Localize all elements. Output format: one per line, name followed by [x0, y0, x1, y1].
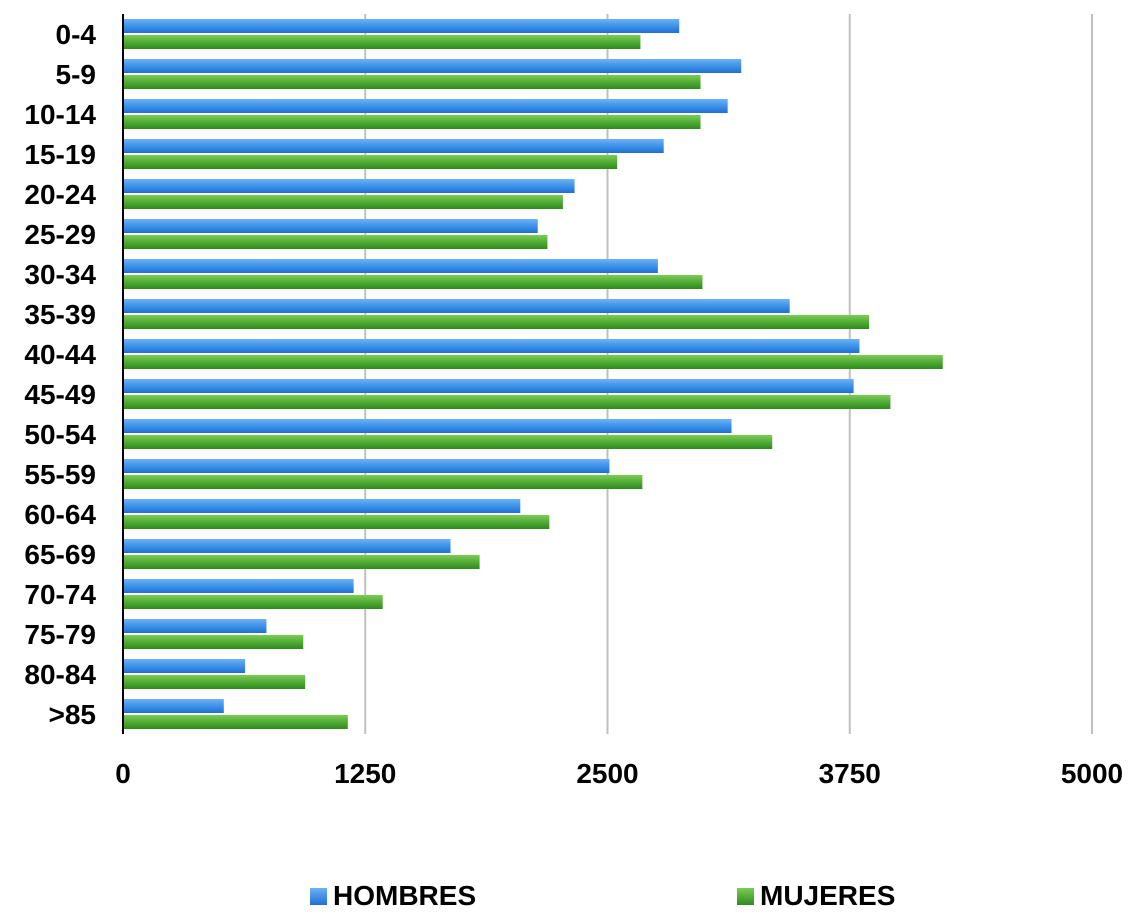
labels: 0 1250 2500 3750 5000 0-4 5-9 10-14 15-19 20-24 25… — [24, 19, 1123, 789]
bar-hombres-75-79 — [123, 619, 267, 633]
category-label-15-19: 15-19 — [24, 139, 96, 170]
category-label-80-84: 80-84 — [24, 659, 96, 690]
bar-hombres-40-44 — [123, 339, 860, 353]
bar-hombres-30-34 — [123, 259, 658, 273]
category-label-45-49: 45-49 — [24, 379, 96, 410]
bar-mujeres-80-84 — [123, 675, 306, 689]
x-tick-label-0: 0 — [115, 758, 131, 789]
bar-hombres-70-74 — [123, 579, 354, 593]
x-tick-label-5000: 5000 — [1061, 758, 1123, 789]
bar-hombres-0-4 — [123, 19, 680, 33]
bar-hombres-80-84 — [123, 659, 246, 673]
category-label-10-14: 10-14 — [24, 99, 96, 130]
legend-label-mujeres: MUJERES — [760, 880, 896, 911]
x-tick-label-1250: 1250 — [334, 758, 396, 789]
bar-mujeres-5-9 — [123, 75, 701, 89]
bar-hombres-65-69 — [123, 539, 451, 553]
x-tick-label-3750: 3750 — [819, 758, 881, 789]
bar-hombres-15-19 — [123, 139, 664, 153]
category-label-60-64: 60-64 — [24, 499, 96, 530]
bar-hombres-5-9 — [123, 59, 742, 73]
category-label-70-74: 70-74 — [24, 579, 96, 610]
bar-hombres-45-49 — [123, 379, 854, 393]
bar-mujeres-70-74 — [123, 595, 383, 609]
legend-label-hombres: HOMBRES — [333, 880, 477, 911]
bar-hombres-60-64 — [123, 499, 521, 513]
legend-item-hombres: HOMBRES — [310, 876, 476, 916]
legend-swatch-hombres — [310, 887, 327, 905]
bar-mujeres-40-44 — [123, 355, 943, 369]
legend-swatch-mujeres — [737, 887, 754, 905]
bar-hombres->85 — [123, 699, 224, 713]
bar-mujeres-30-34 — [123, 275, 703, 289]
category-label-30-34: 30-34 — [24, 259, 96, 290]
category-label-65-69: 65-69 — [24, 539, 96, 570]
bar-mujeres->85 — [123, 715, 348, 729]
bar-mujeres-15-19 — [123, 155, 618, 169]
bar-hombres-35-39 — [123, 299, 790, 313]
bar-hombres-50-54 — [123, 419, 732, 433]
bar-mujeres-75-79 — [123, 635, 304, 649]
bar-mujeres-35-39 — [123, 315, 870, 329]
category-label-35-39: 35-39 — [24, 299, 96, 330]
bars — [123, 19, 943, 729]
bar-mujeres-55-59 — [123, 475, 643, 489]
category-label-0-4: 0-4 — [56, 19, 97, 50]
bar-mujeres-45-49 — [123, 395, 891, 409]
category-label->85: >85 — [49, 699, 97, 730]
bar-hombres-25-29 — [123, 219, 538, 233]
x-tick-label-2500: 2500 — [576, 758, 638, 789]
bar-mujeres-20-24 — [123, 195, 563, 209]
category-label-75-79: 75-79 — [24, 619, 96, 650]
category-label-20-24: 20-24 — [24, 179, 96, 210]
bar-mujeres-60-64 — [123, 515, 550, 529]
category-label-5-9: 5-9 — [56, 59, 96, 90]
category-label-40-44: 40-44 — [24, 339, 96, 370]
bar-mujeres-10-14 — [123, 115, 701, 129]
category-label-55-59: 55-59 — [24, 459, 96, 490]
gridlines — [364, 14, 1093, 734]
bar-hombres-55-59 — [123, 459, 610, 473]
bar-mujeres-25-29 — [123, 235, 548, 249]
category-label-25-29: 25-29 — [24, 219, 96, 250]
legend-item-mujeres: MUJERES — [737, 876, 895, 916]
bar-mujeres-65-69 — [123, 555, 480, 569]
bar-mujeres-0-4 — [123, 35, 641, 49]
bar-hombres-10-14 — [123, 99, 728, 113]
bar-hombres-20-24 — [123, 179, 575, 193]
bar-mujeres-50-54 — [123, 435, 773, 449]
category-label-50-54: 50-54 — [24, 419, 96, 450]
